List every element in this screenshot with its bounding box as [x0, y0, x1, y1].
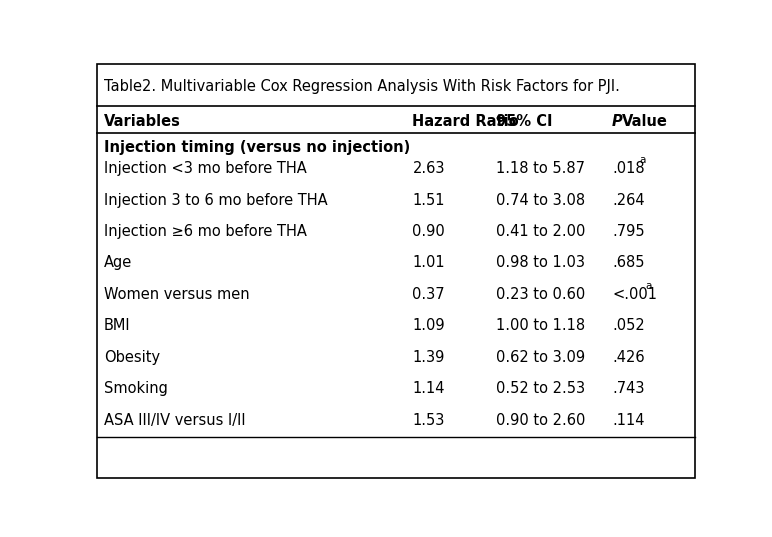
- Text: .018: .018: [612, 161, 645, 176]
- Text: Hazard Ratio: Hazard Ratio: [412, 114, 519, 129]
- Text: P: P: [612, 114, 628, 129]
- Text: .743: .743: [612, 381, 645, 396]
- Text: 0.98 to 1.03: 0.98 to 1.03: [496, 256, 585, 271]
- Text: 0.52 to 2.53: 0.52 to 2.53: [496, 381, 585, 396]
- Text: 1.53: 1.53: [412, 412, 445, 427]
- Text: .264: .264: [612, 193, 645, 208]
- Text: 0.90: 0.90: [412, 224, 445, 239]
- Text: Women versus men: Women versus men: [103, 287, 249, 302]
- Text: BMI: BMI: [103, 318, 130, 333]
- Text: 95% CI: 95% CI: [496, 114, 553, 129]
- Text: .795: .795: [612, 224, 645, 239]
- Text: Age: Age: [103, 256, 132, 271]
- Text: <.001: <.001: [612, 287, 657, 302]
- Text: 1.01: 1.01: [412, 256, 445, 271]
- Text: Injection ≥6 mo before THA: Injection ≥6 mo before THA: [103, 224, 306, 239]
- Text: .052: .052: [612, 318, 645, 333]
- Text: ASA III/IV versus I/II: ASA III/IV versus I/II: [103, 412, 245, 427]
- Text: 0.62 to 3.09: 0.62 to 3.09: [496, 350, 585, 365]
- Text: .426: .426: [612, 350, 645, 365]
- Text: 1.09: 1.09: [412, 318, 445, 333]
- Text: Table2. Multivariable Cox Regression Analysis With Risk Factors for PJI.: Table2. Multivariable Cox Regression Ana…: [103, 79, 620, 94]
- Text: Injection timing (versus no injection): Injection timing (versus no injection): [103, 140, 410, 155]
- Text: 0.74 to 3.08: 0.74 to 3.08: [496, 193, 585, 208]
- Text: 0.90 to 2.60: 0.90 to 2.60: [496, 412, 585, 427]
- Text: .114: .114: [612, 412, 645, 427]
- Text: 1.14: 1.14: [412, 381, 445, 396]
- Text: Obesity: Obesity: [103, 350, 160, 365]
- Text: Variables: Variables: [103, 114, 181, 129]
- Text: 1.51: 1.51: [412, 193, 445, 208]
- Text: Injection 3 to 6 mo before THA: Injection 3 to 6 mo before THA: [103, 193, 327, 208]
- Text: 1.00 to 1.18: 1.00 to 1.18: [496, 318, 585, 333]
- Text: 0.37: 0.37: [412, 287, 445, 302]
- Text: a: a: [645, 281, 652, 291]
- Text: Value: Value: [622, 114, 669, 129]
- Text: 0.41 to 2.00: 0.41 to 2.00: [496, 224, 585, 239]
- Text: a: a: [639, 155, 645, 165]
- Text: 2.63: 2.63: [412, 161, 445, 176]
- Text: 1.39: 1.39: [412, 350, 445, 365]
- Text: .685: .685: [612, 256, 645, 271]
- Text: 1.18 to 5.87: 1.18 to 5.87: [496, 161, 585, 176]
- Text: Injection <3 mo before THA: Injection <3 mo before THA: [103, 161, 306, 176]
- Text: Smoking: Smoking: [103, 381, 168, 396]
- Text: 0.23 to 0.60: 0.23 to 0.60: [496, 287, 585, 302]
